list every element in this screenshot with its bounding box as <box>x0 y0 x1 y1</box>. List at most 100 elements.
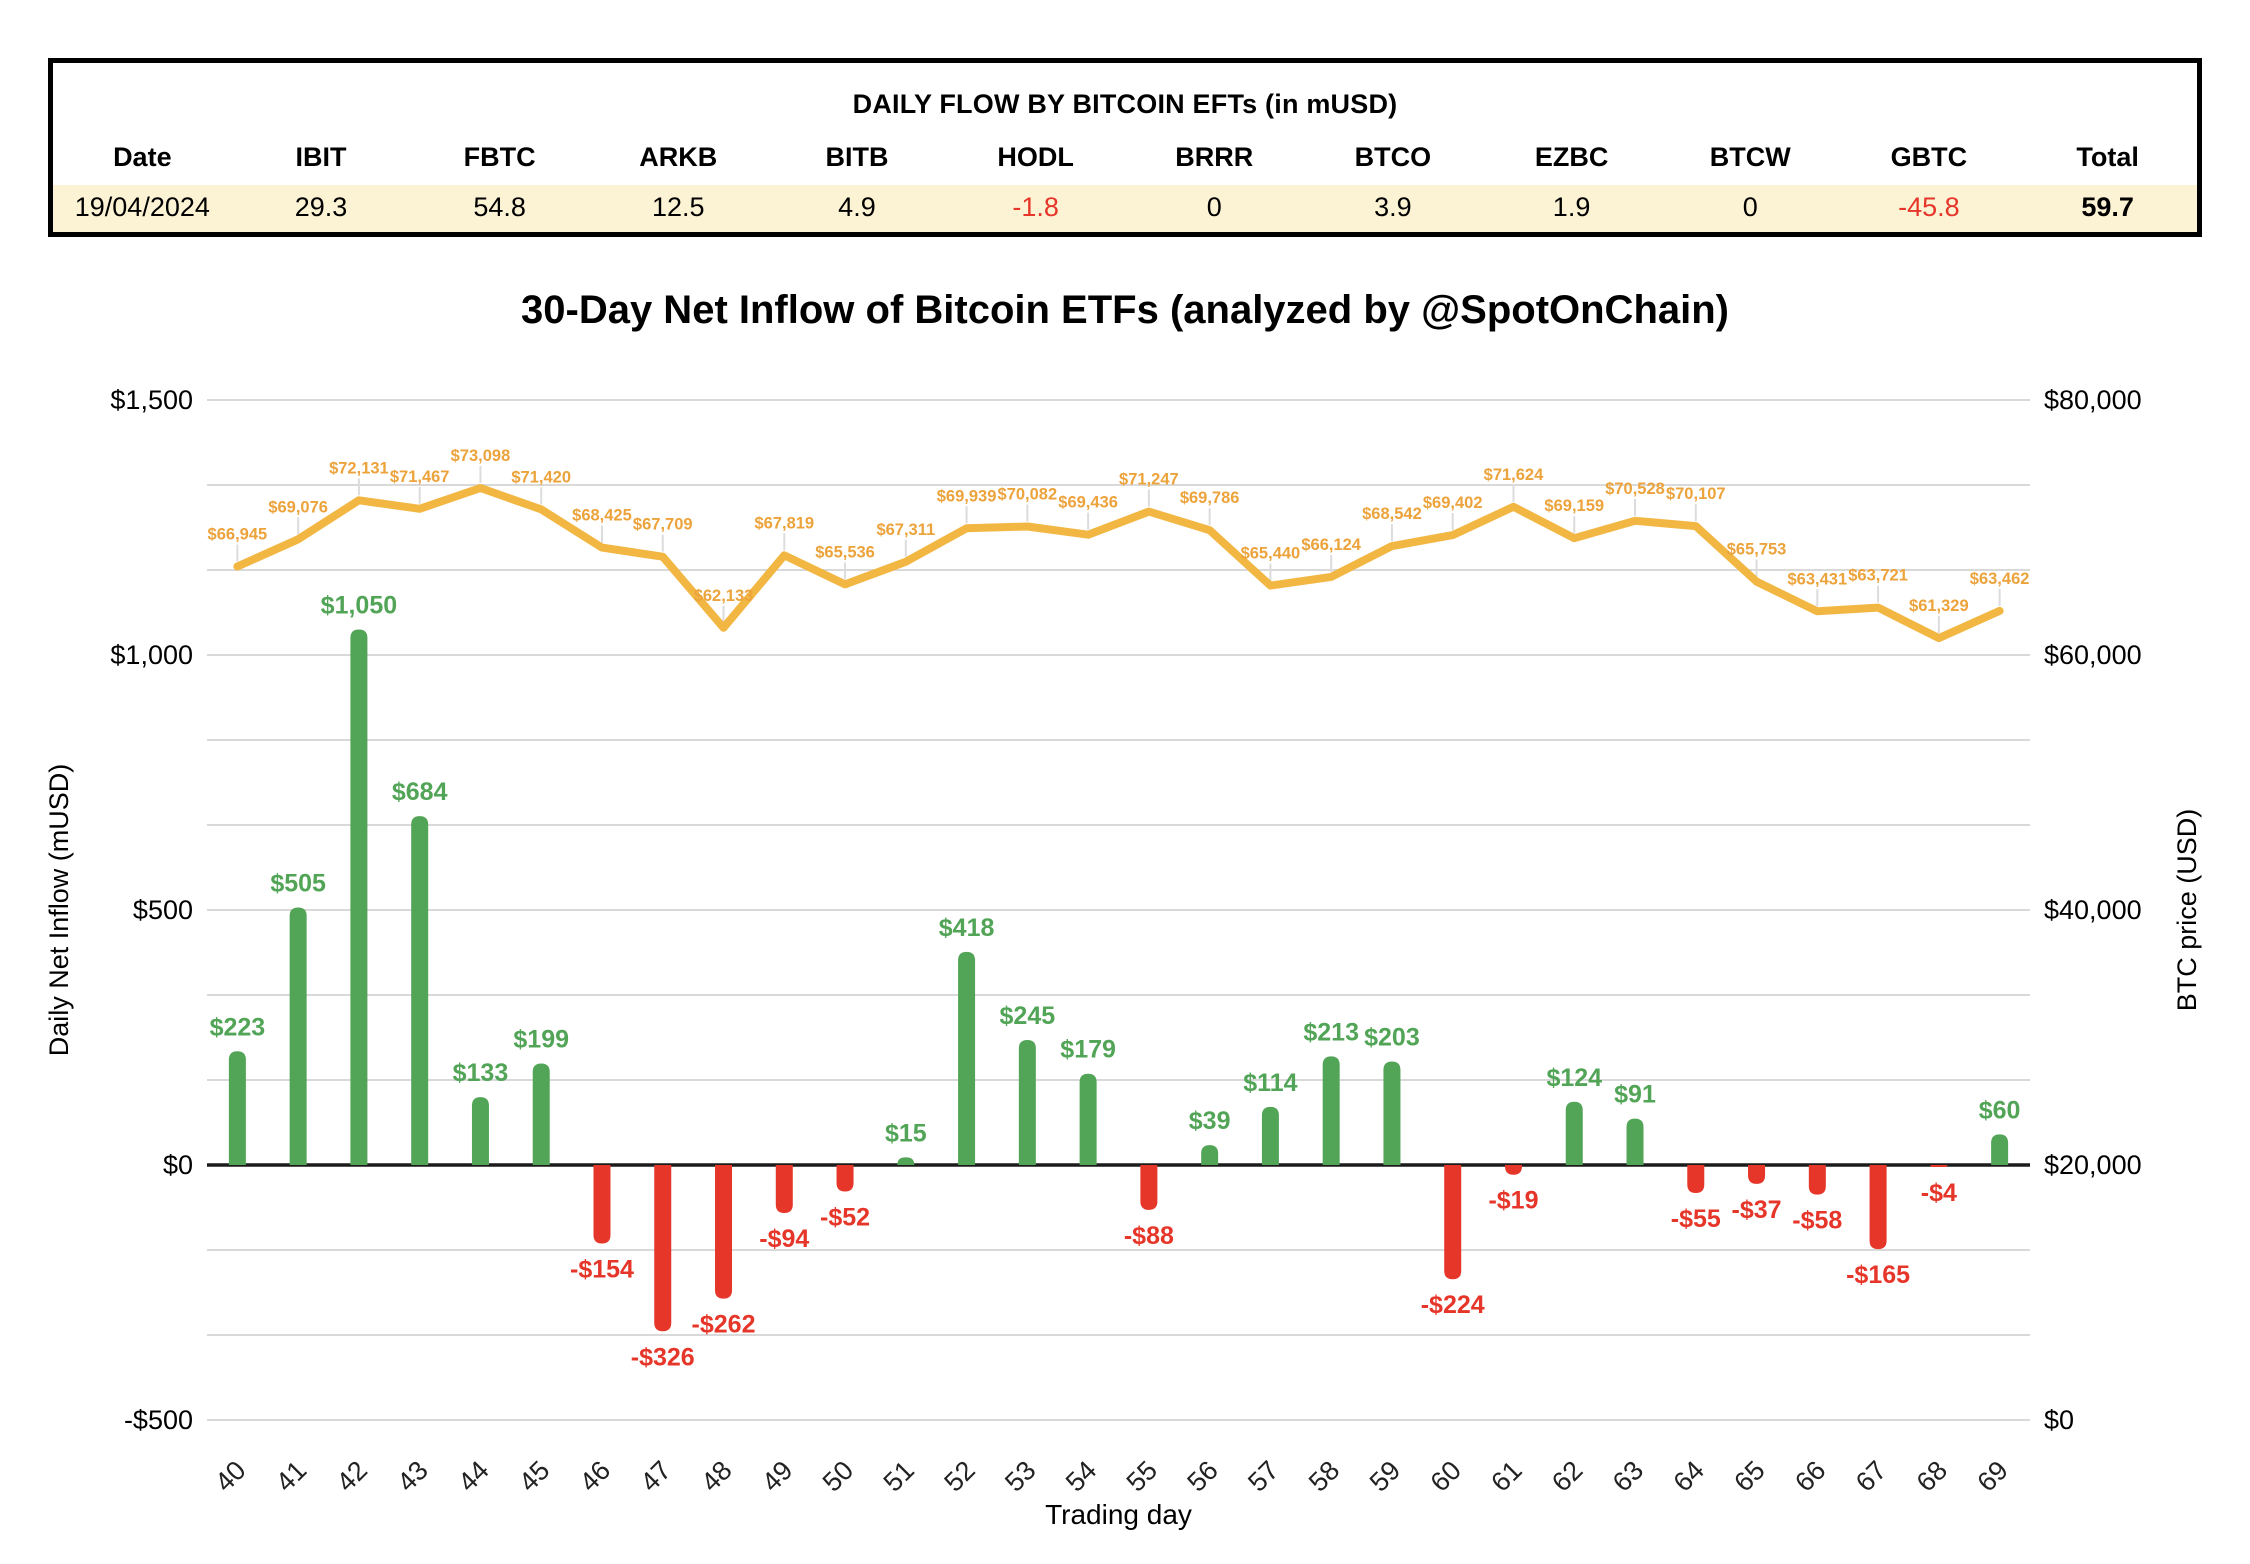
bar <box>289 907 307 1165</box>
svg-text:$80,000: $80,000 <box>2044 385 2142 415</box>
table-header-cell: BITB <box>767 136 947 185</box>
svg-text:$60,000: $60,000 <box>2044 640 2142 670</box>
x-tick-label: 44 <box>452 1455 494 1497</box>
x-tick-label: 65 <box>1728 1455 1770 1497</box>
price-point-label: $68,542 <box>1362 505 1422 523</box>
price-point-label: $69,076 <box>268 498 328 516</box>
table-cell: 59.7 <box>2018 185 2197 232</box>
table-cell: 1.9 <box>1482 185 1661 232</box>
bar-value-label: $133 <box>453 1059 509 1087</box>
x-tick-label: 42 <box>331 1455 373 1497</box>
bar-value-label: $114 <box>1243 1069 1297 1097</box>
bar-value-label: $213 <box>1303 1018 1359 1046</box>
x-axis-labels: 40 41 42 43 44 45 46 47 48 49 50 51 52 53 54 55 56 57 58 59… <box>209 1455 2014 1497</box>
price-point-label: $69,402 <box>1423 494 1483 512</box>
bar <box>1687 1165 1705 1194</box>
price-point-label: $66,124 <box>1301 536 1361 554</box>
x-tick-label: 69 <box>1971 1455 2013 1497</box>
bar <box>1140 1165 1158 1210</box>
price-leader-ticks <box>236 466 2001 634</box>
x-tick-label: 47 <box>635 1455 677 1497</box>
price-point-label: $69,939 <box>937 487 997 505</box>
bar <box>1504 1165 1522 1175</box>
price-point-label: $70,528 <box>1605 480 1665 498</box>
x-tick-label: 64 <box>1668 1455 1710 1497</box>
bar-value-label: $1,050 <box>321 592 397 620</box>
table-header-row: Date IBIT FBTC ARKB BITB HODL BRRR BTCO EZBC BTCW… <box>53 136 2197 185</box>
bar <box>1444 1165 1462 1280</box>
bar-value-label: -$154 <box>570 1256 634 1284</box>
price-point-label: $71,420 <box>511 468 571 486</box>
price-point-label: $67,819 <box>754 514 814 532</box>
price-point-label: $71,247 <box>1119 471 1179 489</box>
price-point-label: $68,425 <box>572 507 632 525</box>
svg-text:$1,500: $1,500 <box>110 385 193 415</box>
x-tick-label: 54 <box>1060 1455 1102 1497</box>
bar-value-label: -$165 <box>1846 1261 1910 1289</box>
price-point-label: $73,098 <box>451 447 511 465</box>
bar-value-label: -$224 <box>1421 1291 1485 1319</box>
price-point-label: $65,753 <box>1727 541 1787 559</box>
bar-value-label: -$52 <box>820 1204 870 1232</box>
x-tick-label: 53 <box>999 1455 1041 1497</box>
table-cell: 3.9 <box>1303 185 1483 232</box>
x-tick-label: 49 <box>756 1455 798 1497</box>
bar <box>1261 1106 1279 1165</box>
svg-text:$0: $0 <box>2044 1405 2074 1435</box>
bar-value-label: $223 <box>210 1013 266 1041</box>
table-header-cell: IBIT <box>231 136 411 185</box>
price-point-label: $66,945 <box>208 525 268 543</box>
x-tick-label: 62 <box>1546 1455 1588 1497</box>
price-point-label: $67,311 <box>876 521 935 539</box>
table-cell: -1.8 <box>946 185 1125 232</box>
bar <box>1079 1073 1097 1165</box>
table-title: DAILY FLOW BY BITCOIN EFTs (in mUSD) <box>852 89 1398 119</box>
table-cell: 12.5 <box>588 185 768 232</box>
bar-value-label: -$55 <box>1671 1205 1721 1233</box>
bar <box>1869 1165 1887 1250</box>
bar <box>1626 1118 1644 1165</box>
price-point-label: $65,536 <box>815 543 875 561</box>
flow-table-grid: Date IBIT FBTC ARKB BITB HODL BRRR BTCO EZBC BTCW… <box>53 136 2197 232</box>
bar <box>836 1165 854 1192</box>
table-header-cell: HODL <box>946 136 1125 185</box>
bar <box>775 1165 793 1213</box>
svg-text:$0: $0 <box>163 1150 193 1180</box>
x-tick-label: 52 <box>938 1455 980 1497</box>
right-axis-title: BTC price (USD) <box>2172 809 2202 1012</box>
table-cell: 4.9 <box>767 185 947 232</box>
bar-value-label: $91 <box>1614 1081 1656 1109</box>
svg-text:$1,000: $1,000 <box>110 640 193 670</box>
bar-value-label: $505 <box>270 869 326 897</box>
bar-value-label: -$58 <box>1792 1207 1842 1235</box>
table-cell: 0 <box>1660 185 1840 232</box>
daily-flow-table: DAILY FLOW BY BITCOIN EFTs (in mUSD) Dat… <box>48 58 2202 237</box>
x-tick-label: 66 <box>1789 1455 1831 1497</box>
bar-value-label: $60 <box>1979 1096 2021 1124</box>
bar <box>1748 1165 1766 1184</box>
table-cell: 29.3 <box>231 185 411 232</box>
bar <box>471 1097 489 1165</box>
table-header-cell: BTCW <box>1660 136 1840 185</box>
bar <box>532 1063 550 1165</box>
x-axis-title: Trading day <box>1045 1499 1192 1530</box>
price-point-label: $72,131 <box>329 459 389 477</box>
bar-value-label: $203 <box>1364 1023 1420 1051</box>
x-tick-label: 50 <box>817 1455 859 1497</box>
btc-price-line <box>233 484 2004 643</box>
table-cell: -45.8 <box>1839 185 2019 232</box>
price-point-label: $63,431 <box>1787 570 1847 588</box>
bar-value-label: $15 <box>885 1119 927 1147</box>
bar-value-label: -$326 <box>631 1343 695 1371</box>
bar <box>958 951 976 1165</box>
x-tick-label: 67 <box>1850 1455 1892 1497</box>
table-cell: 19/04/2024 <box>53 185 232 232</box>
price-point-label: $63,462 <box>1970 570 2030 588</box>
bar-value-label: $418 <box>939 914 995 942</box>
bar <box>411 816 429 1165</box>
bar <box>228 1051 246 1165</box>
table-header-cell: BTCO <box>1303 136 1483 185</box>
bar-value-label: -$37 <box>1732 1196 1782 1224</box>
bar <box>1930 1165 1948 1168</box>
bar-value-label: -$19 <box>1488 1187 1538 1215</box>
